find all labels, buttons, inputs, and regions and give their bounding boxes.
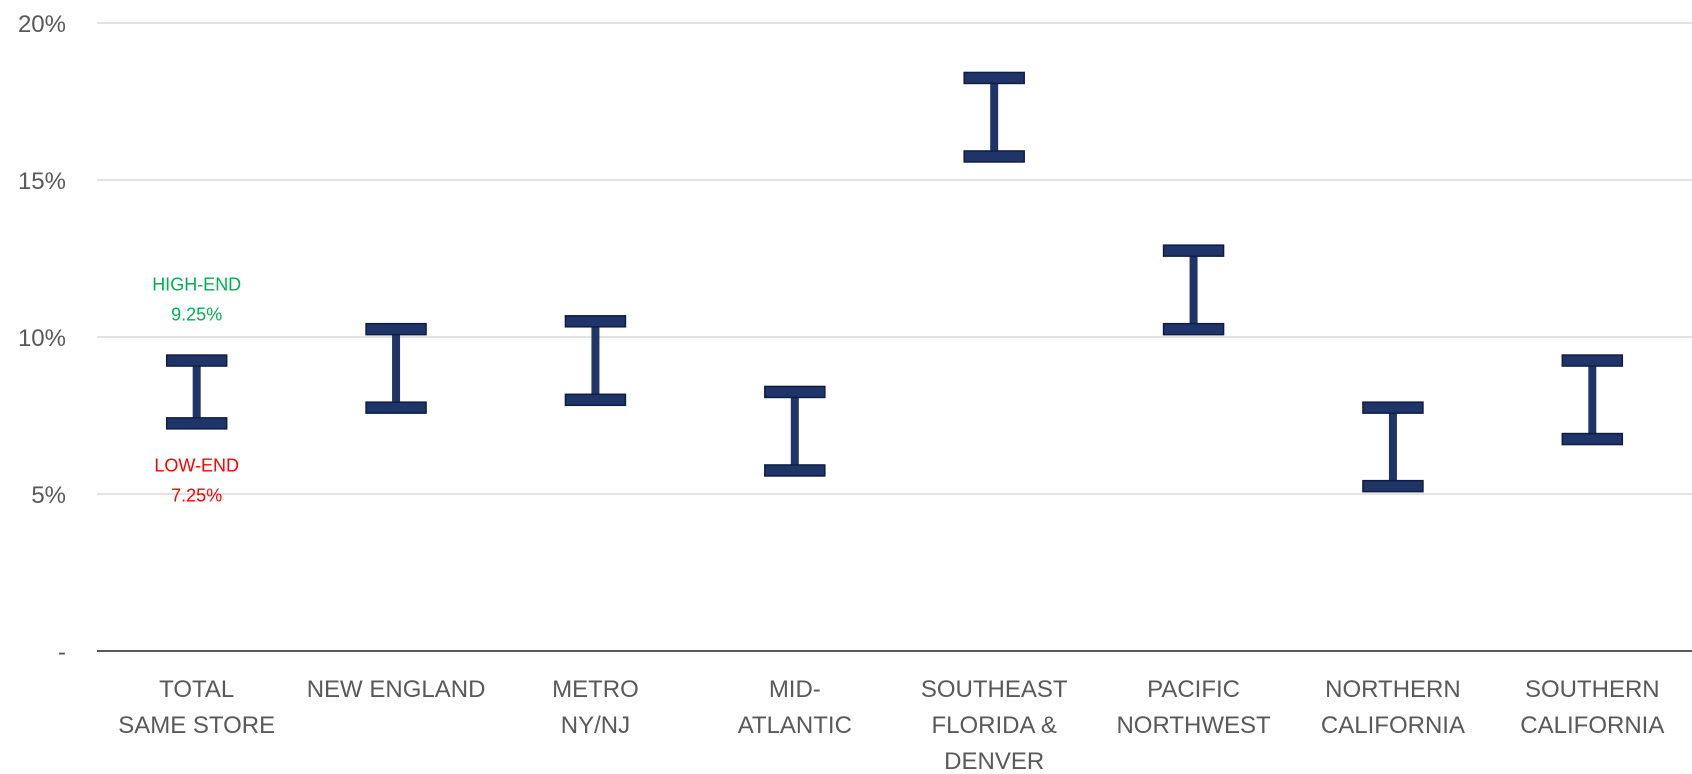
range-bar [365,322,427,414]
high-cap [365,322,427,336]
category-label-line: MID- [769,676,821,703]
y-tick-label: 15% [18,168,66,195]
category-label-line: NY/NJ [561,712,630,739]
range-bar [564,315,627,407]
range-bar [1362,401,1424,493]
range-bar [1561,354,1624,446]
range-bars [165,71,1624,493]
low-cap [963,150,1025,163]
category-label-line: SAME STORE [118,712,275,739]
range-stem [192,360,201,424]
range-bar [165,354,228,430]
category-label-line: CALIFORNIA [1321,712,1465,739]
category-label-line: SOUTHEAST [921,676,1068,703]
range-stem [990,77,999,157]
range-stem [1388,407,1397,487]
category-label-line: METRO [552,676,639,703]
high-cap [1362,401,1424,414]
y-tick-label: 10% [18,325,66,352]
high-cap [1561,354,1624,367]
high-end-annotation-line: HIGH-END [152,275,241,295]
high-cap [165,354,228,367]
category-label-line: FLORIDA & [932,712,1057,739]
low-cap [764,464,826,477]
range-bar [764,385,826,477]
high-cap [963,71,1025,85]
category-label-line: NORTHWEST [1116,712,1271,739]
range-stem [1588,360,1597,440]
range-stem [591,321,600,400]
y-tick-label: 20% [18,11,66,38]
category-label-line: DENVER [944,748,1044,774]
category-label-line: NEW ENGLAND [307,676,486,703]
high-cap [564,315,627,328]
range-bar [963,71,1025,163]
category-label: MID- ATLANTIC [738,676,852,739]
category-label-line: ATLANTIC [738,712,852,739]
category-label: NORTHERN CALIFORNIA [1321,676,1465,739]
category-label-line: NORTHERN [1325,676,1461,703]
low-end-annotation: LOW-END 7.25% [154,455,239,505]
category-label: PACIFIC NORTHWEST [1116,676,1271,739]
low-cap [1162,322,1225,336]
range-stem [392,329,401,408]
low-cap [564,393,627,407]
category-label-line: CALIFORNIA [1520,712,1664,739]
high-end-annotation: HIGH-END 9.25% [152,275,241,325]
category-label: METRO NY/NJ [552,676,639,739]
low-end-annotation-line: 7.25% [171,485,222,505]
y-tick-label: - [58,639,66,666]
range-bar [1162,244,1225,336]
low-cap [365,401,427,414]
range-stem [790,391,799,471]
x-axis: TOTAL SAME STORE NEW ENGLAND METRO NY/NJ MID-… [97,650,1692,774]
gridlines [97,22,1692,495]
category-label-line: PACIFIC [1147,676,1240,703]
low-cap [1362,479,1424,493]
high-cap [764,385,826,399]
range-stem [1189,250,1198,330]
y-axis: - 5% 10% 15% 20% [18,11,66,666]
annotations: HIGH-END 9.25% LOW-END 7.25% [152,275,241,506]
y-tick-label: 5% [31,482,66,509]
high-cap [1162,244,1225,257]
high-end-annotation-line: 9.25% [171,305,222,325]
category-label: SOUTHERN CALIFORNIA [1520,676,1664,739]
low-cap [1561,432,1624,446]
category-label-line: TOTAL [159,676,234,703]
category-label: NEW ENGLAND [307,676,486,703]
category-label: TOTAL SAME STORE [118,676,275,739]
category-label-line: SOUTHERN [1525,676,1660,703]
low-cap [165,417,228,430]
low-end-annotation-line: LOW-END [154,455,239,475]
category-label: SOUTHEAST FLORIDA & DENVER [921,676,1068,774]
